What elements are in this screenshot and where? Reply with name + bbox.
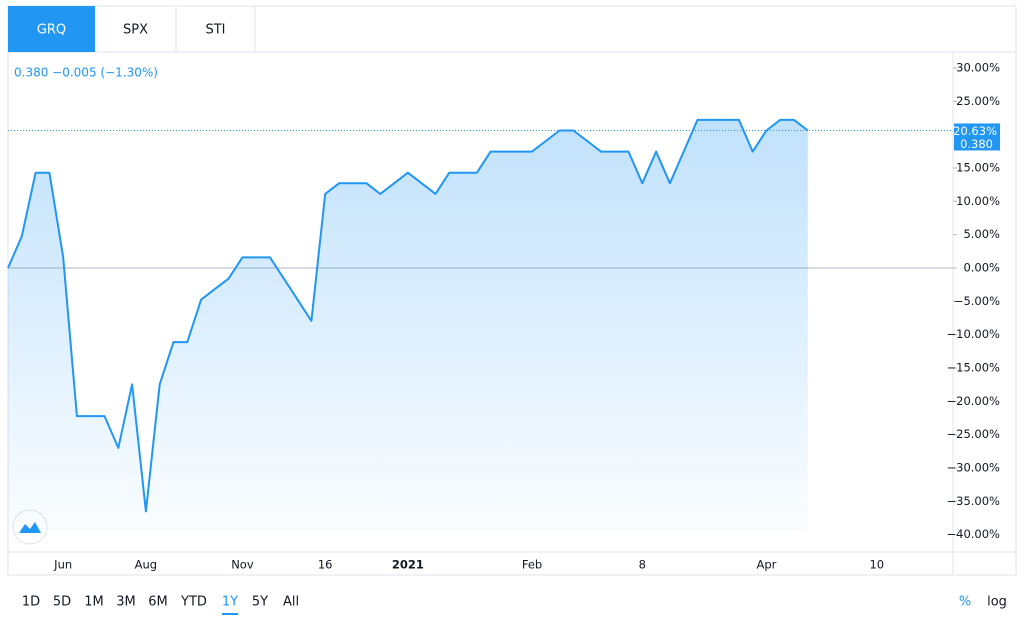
range-button[interactable]: 5D [53,595,71,610]
y-tick-label: 25.00% [956,94,1000,108]
x-tick-label: Jun [53,558,72,572]
x-tick-label: Aug [135,558,157,572]
y-tick-label: 10.00% [956,194,1000,208]
range-button[interactable]: 3M [116,595,136,610]
tab[interactable]: SPX [123,23,148,38]
y-tick-label: −25.00% [947,427,1001,441]
tab[interactable]: STI [205,23,225,38]
y-tick-label: 5.00% [963,227,1000,241]
header: 0.380 −0.005 (−1.30%) [14,66,158,80]
x-tick-label: Feb [522,558,542,572]
area-fill [8,119,808,531]
tab[interactable]: GRQ [37,23,66,38]
x-tick-label: Nov [231,558,254,572]
y-tick-label: 15.00% [956,161,1000,175]
range-button[interactable]: 1M [84,595,104,610]
y-tick-label: −15.00% [947,361,1001,375]
y-tick-label: 0.00% [963,261,1000,275]
y-tick-label: −35.00% [947,494,1001,508]
last-price-label: 0.380 [960,137,993,151]
y-tick-label: −20.00% [947,394,1001,408]
range-button[interactable]: YTD [180,595,207,610]
range-button[interactable]: 1D [22,595,40,610]
x-tick-label: Apr [756,558,776,572]
y-tick-label: −5.00% [954,294,1000,308]
scale-option[interactable]: log [987,595,1007,610]
y-tick-label: −40.00% [947,527,1001,541]
tab-selected [8,6,95,52]
range-button[interactable]: 6M [148,595,168,610]
line [7,118,809,513]
x-tick-label: 8 [639,558,646,572]
range-button[interactable]: 1Y [222,595,238,610]
last-value-badge [954,123,1000,151]
x-tick-label: 10 [869,558,884,572]
y-tick-label: −10.00% [947,327,1001,341]
x-tick-label: 2021 [392,558,424,572]
scale-option[interactable]: % [959,595,971,610]
y-tick-label: 30.00% [956,61,1000,75]
y-tick-label: −30.00% [947,461,1001,475]
x-tick-label: 16 [318,558,333,572]
range-button[interactable]: 5Y [252,595,268,610]
range-button[interactable]: All [283,595,299,610]
last-value-label: 20.63% [953,124,997,138]
